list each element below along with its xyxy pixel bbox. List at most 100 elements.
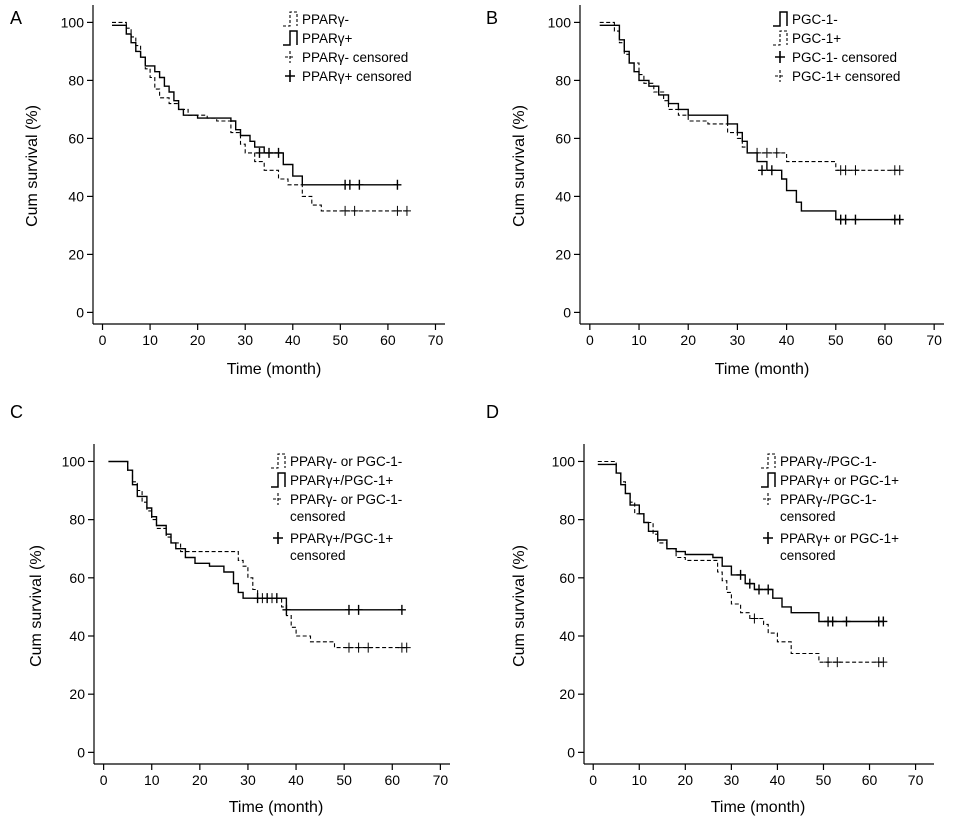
- x-axis-title: Time (month): [229, 799, 324, 816]
- legend-item: PGC-1-: [773, 11, 838, 27]
- legend-symbol: [273, 532, 283, 544]
- y-tick-label: 60: [68, 130, 84, 146]
- legend-label: PPARγ- or PGC-1-: [290, 454, 402, 469]
- legend: PPARγ-/PGC-1- PPARγ+ or PGC-1+ PPARγ-/PGC-…: [761, 453, 899, 563]
- legend-item: PPARγ+/PGC-1+ censored: [273, 531, 393, 563]
- censor-mark: [879, 616, 888, 627]
- x-tick-label: 40: [779, 332, 795, 348]
- x-tick-label: 50: [333, 332, 349, 348]
- y-tick-label: 60: [559, 570, 575, 586]
- x-tick-label: 20: [190, 332, 206, 348]
- legend-symbol: [763, 532, 773, 544]
- censor-mark: [364, 642, 373, 653]
- legend: PPARγ- or PGC-1- PPARγ+/PGC-1+ PPARγ- or P…: [271, 453, 402, 563]
- censor-mark: [895, 214, 904, 225]
- y-tick-label: 40: [559, 628, 575, 644]
- legend-item: PPARγ-: [283, 11, 349, 27]
- censor-mark: [772, 147, 781, 158]
- x-tick-label: 0: [589, 772, 597, 788]
- legend-label: PPARγ- or PGC-1-: [290, 492, 402, 507]
- censor-mark: [833, 657, 842, 668]
- y-tick-label: 60: [69, 570, 85, 586]
- censor-mark: [341, 205, 350, 216]
- legend-label-cont: censored: [780, 548, 836, 563]
- legend-label-cont: censored: [780, 509, 836, 524]
- x-tick-label: 10: [631, 772, 647, 788]
- x-tick-label: 0: [99, 332, 107, 348]
- series-line: [597, 463, 884, 623]
- censor-mark: [736, 569, 745, 580]
- legend-item: PGC-1- censored: [775, 50, 897, 65]
- x-axis-title: Time (month): [715, 361, 810, 378]
- legend-item: PGC-1+: [773, 30, 841, 46]
- legend-label: PPARγ+/PGC-1+: [290, 473, 393, 488]
- censor-mark: [841, 214, 850, 225]
- y-tick-label: 80: [69, 512, 85, 528]
- y-tick-label: 60: [555, 130, 571, 146]
- censor-mark: [851, 214, 860, 225]
- censor-mark: [764, 584, 773, 595]
- series-line: [597, 460, 884, 663]
- legend-item: PPARγ- or PGC-1- censored: [273, 492, 402, 524]
- censor-mark: [758, 165, 766, 176]
- legend-item: PPARγ- censored: [285, 50, 408, 65]
- censor-mark: [393, 205, 402, 216]
- y-tick-label: 20: [69, 686, 85, 702]
- y-tick-label: 0: [76, 304, 84, 320]
- censor-mark: [345, 179, 354, 190]
- y-tick-label: 100: [548, 14, 572, 30]
- legend-label: PPARγ- censored: [302, 50, 408, 65]
- legend-symbol: [775, 51, 785, 63]
- x-tick-label: 10: [142, 332, 158, 348]
- censor-mark: [402, 205, 411, 216]
- y-tick-label: 80: [555, 72, 571, 88]
- x-tick-label: 40: [285, 332, 301, 348]
- x-tick-label: 70: [926, 332, 942, 348]
- legend: PGC-1- PGC-1+ PGC-1- censored PGC-1+ censor…: [773, 11, 900, 84]
- legend-label-cont: censored: [290, 509, 346, 524]
- y-tick-label: 100: [62, 453, 86, 469]
- legend-symbol: [773, 30, 788, 46]
- x-tick-label: 70: [433, 772, 449, 788]
- x-tick-label: 50: [828, 332, 844, 348]
- censor-mark: [265, 147, 273, 158]
- legend-item: PPARγ-/PGC-1- censored: [763, 492, 877, 524]
- x-tick-label: 30: [237, 332, 253, 348]
- censor-mark: [851, 165, 860, 176]
- legend-item: PPARγ+: [283, 30, 353, 46]
- x-tick-label: 20: [192, 772, 208, 788]
- y-tick-label: 100: [61, 14, 85, 30]
- censor-mark: [762, 147, 771, 158]
- x-tick-label: 40: [770, 772, 786, 788]
- x-tick-label: 50: [336, 772, 352, 788]
- censor-mark: [402, 642, 411, 653]
- legend-label: PPARγ-/PGC-1-: [780, 492, 877, 507]
- legend-symbol: [285, 51, 295, 63]
- series-line: [113, 460, 407, 649]
- y-tick-label: 80: [68, 72, 84, 88]
- x-tick-label: 30: [724, 772, 740, 788]
- legend-symbol: [283, 11, 298, 27]
- y-tick-label: 20: [555, 246, 571, 262]
- series-line: [108, 460, 402, 611]
- panel-c: C Time (month) Cum survival (%) PPARγ- o…: [10, 402, 450, 816]
- x-tick-label: 20: [680, 332, 696, 348]
- legend-label: PGC-1- censored: [792, 50, 897, 65]
- x-tick-label: 50: [816, 772, 832, 788]
- x-tick-label: 40: [288, 772, 304, 788]
- y-tick-label: 0: [77, 744, 85, 760]
- legend-symbol: [761, 472, 776, 488]
- legend: PPARγ- PPARγ+ PPARγ- censored PPARγ+ censor…: [283, 11, 412, 84]
- x-tick-label: 10: [631, 332, 647, 348]
- legend-item: PPARγ+/PGC-1+: [271, 472, 393, 488]
- x-tick-label: 60: [862, 772, 878, 788]
- series-line: [599, 21, 900, 171]
- censor-mark: [282, 604, 291, 615]
- x-tick-label: 0: [586, 332, 594, 348]
- panel-d: D Time (month) Cum survival (%) PPARγ-/P…: [486, 402, 934, 816]
- x-tick-label: 30: [240, 772, 256, 788]
- y-axis-title: Cum survival (%): [24, 105, 41, 227]
- x-tick-label: 60: [380, 332, 396, 348]
- x-tick-label: 70: [428, 332, 444, 348]
